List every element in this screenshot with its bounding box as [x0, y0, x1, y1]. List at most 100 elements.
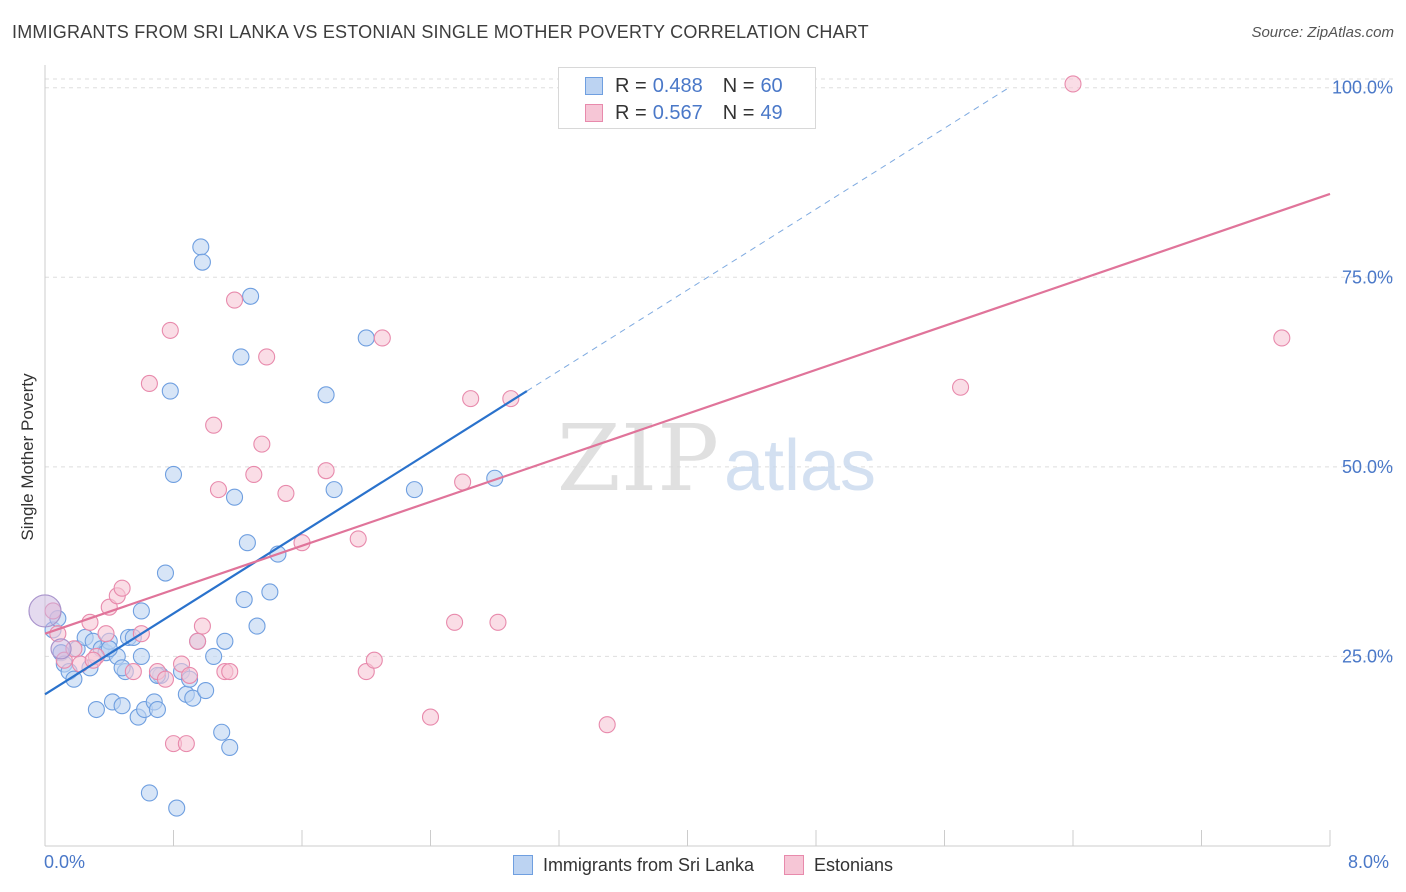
point-sri-lanka [148, 700, 166, 719]
legend-swatch-blue [585, 77, 603, 95]
point-estonians [317, 462, 335, 480]
grid-lines [45, 78, 1395, 657]
point-sri-lanka [317, 386, 335, 404]
point-sri-lanka [132, 602, 150, 620]
point-estonians [1273, 329, 1291, 347]
point-estonians [181, 666, 199, 684]
trend-line-estonians [44, 192, 1331, 635]
point-sri-lanka [184, 689, 202, 707]
point-estonians [1064, 75, 1082, 93]
point-estonians [258, 348, 276, 366]
point-estonians [161, 321, 179, 339]
point-sri-lanka [164, 465, 183, 484]
point-estonians [365, 651, 383, 669]
series-swatch-pink [784, 855, 804, 875]
series-legend-item-sri-lanka: Immigrants from Sri Lanka [512, 854, 754, 876]
point-sri-lanka [261, 583, 279, 601]
legend-r-label: R = [615, 74, 647, 97]
point-sri-lanka [193, 253, 211, 271]
legend-row-sri-lanka: R = 0.488 N = 60 [585, 74, 783, 98]
point-estonians [177, 735, 195, 753]
point-estonians [952, 378, 970, 396]
point-estonians [277, 484, 295, 502]
point-sri-lanka [235, 591, 253, 609]
point-estonians [225, 291, 244, 309]
legend-n-value: 49 [760, 101, 783, 124]
point-sri-lanka [156, 564, 175, 582]
series-legend: Immigrants from Sri Lanka Estonians [0, 852, 1406, 878]
watermark-zip: ZIP [557, 405, 719, 512]
trend-lines [44, 87, 1331, 696]
legend-n-label: N = [722, 74, 755, 97]
point-sri-lanka [405, 481, 423, 499]
y-tick-label: 25.0% [1342, 646, 1393, 666]
point-estonians [156, 670, 175, 688]
point-sri-lanka [232, 348, 250, 366]
point-sri-lanka [242, 287, 260, 305]
point-estonians [189, 632, 207, 650]
point-estonians [113, 579, 131, 597]
point-estonians [349, 530, 367, 548]
series-name-sri-lanka: Immigrants from Sri Lanka [542, 854, 754, 875]
point-sri-lanka [87, 700, 105, 719]
point-estonians [205, 416, 223, 434]
axes [44, 65, 1331, 847]
point-sri-lanka [197, 682, 215, 700]
legend-n-value: 60 [760, 74, 783, 97]
data-points [28, 75, 1291, 817]
series-name-estonians: Estonians [814, 854, 894, 875]
point-sri-lanka [248, 617, 266, 635]
point-sri-lanka [140, 784, 158, 802]
point-sri-lanka [192, 238, 210, 256]
point-sri-lanka [325, 481, 343, 499]
point-estonians [140, 374, 158, 393]
x-max-label: 8.0% [1348, 852, 1390, 872]
point-cluster [28, 594, 62, 628]
legend-n-label: N = [722, 101, 755, 124]
point-estonians [209, 481, 228, 499]
point-cluster [50, 638, 72, 660]
point-sri-lanka [168, 799, 186, 817]
point-estonians [373, 329, 391, 347]
series-swatch-blue [512, 855, 533, 875]
point-estonians [454, 473, 472, 491]
point-sri-lanka [161, 382, 179, 400]
x-min-label: 0.0% [44, 852, 86, 872]
point-estonians [446, 613, 464, 631]
point-estonians [421, 708, 440, 726]
correlation-legend: R = 0.488 N = 60 R = 0.567 N = 49 [558, 67, 816, 129]
legend-r-label: R = [615, 101, 647, 124]
point-sri-lanka [213, 723, 231, 741]
point-estonians [598, 716, 616, 734]
y-axis-label: Single Mother Poverty [18, 373, 37, 541]
point-estonians [124, 663, 142, 681]
point-estonians [489, 613, 507, 631]
source-credit: Source: ZipAtlas.com [1251, 24, 1394, 41]
y-tick-label: 75.0% [1342, 267, 1393, 287]
watermark: ZIP atlas [557, 405, 876, 512]
point-sri-lanka [357, 329, 375, 347]
point-sri-lanka [65, 670, 83, 688]
watermark-atlas: atlas [724, 426, 876, 506]
point-estonians [245, 465, 263, 484]
point-sri-lanka [132, 647, 150, 665]
point-estonians [462, 390, 480, 408]
point-estonians [81, 613, 99, 631]
trend-line-sri-lanka [44, 390, 528, 696]
y-tick-label: 50.0% [1342, 457, 1393, 477]
trend-line-sri-lanka-extension [526, 87, 1010, 392]
y-tick-labels: 25.0% 50.0% 75.0% 100.0% [1332, 78, 1393, 667]
point-sri-lanka [225, 488, 244, 506]
point-sri-lanka [205, 647, 223, 665]
legend-row-estonians: R = 0.567 N = 49 [585, 101, 783, 125]
legend-r-value: 0.488 [652, 74, 703, 97]
point-sri-lanka [113, 697, 131, 715]
legend-swatch-pink [585, 104, 603, 122]
point-estonians [193, 617, 211, 635]
series-legend-item-estonians: Estonians [784, 855, 893, 876]
legend-r-value: 0.567 [652, 101, 703, 124]
point-estonians [97, 625, 115, 643]
point-estonians [253, 435, 271, 453]
point-sri-lanka [216, 632, 234, 650]
